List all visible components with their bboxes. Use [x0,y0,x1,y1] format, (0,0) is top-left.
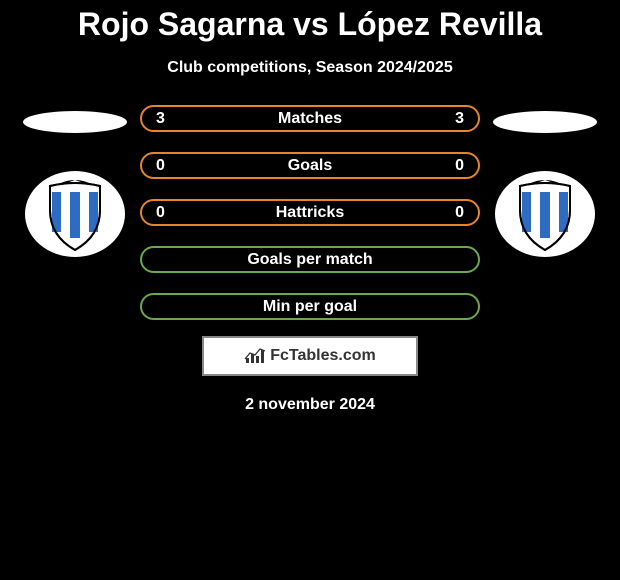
stat-row: Goals per match [140,246,480,273]
stat-left-value: 0 [156,157,165,175]
club-logo-right [495,171,595,257]
player-right-column [480,105,610,257]
date-text: 2 november 2024 [0,396,620,414]
player-left-column [10,105,140,257]
content-row: 3 Matches 3 0 Goals 0 0 Hattricks 0 Goals per mat… [0,105,620,320]
page-subtitle: Club competitions, Season 2024/2025 [0,59,620,77]
stat-right-value: 0 [455,204,464,222]
stat-row: 0 Goals 0 [140,152,480,179]
stat-label: Matches [278,110,342,128]
club-logo-left [25,171,125,257]
stat-label: Hattricks [276,204,344,222]
stat-row: Min per goal [140,293,480,320]
comparison-widget: Rojo Sagarna vs López Revilla Club compe… [0,0,620,414]
stat-row: 0 Hattricks 0 [140,199,480,226]
stat-right-value: 3 [455,110,464,128]
stat-label: Goals [288,157,332,175]
shield-icon [512,176,578,252]
page-title: Rojo Sagarna vs López Revilla [0,6,620,43]
stat-left-value: 3 [156,110,165,128]
chart-icon [244,347,266,365]
stat-label: Min per goal [263,298,357,316]
stat-left-value: 0 [156,204,165,222]
player-left-ellipse [23,111,127,133]
stat-label: Goals per match [247,251,372,269]
shield-icon [42,176,108,252]
stat-row: 3 Matches 3 [140,105,480,132]
brand-box[interactable]: FcTables.com [202,336,418,376]
brand-text: FcTables.com [270,347,376,365]
stat-right-value: 0 [455,157,464,175]
stats-column: 3 Matches 3 0 Goals 0 0 Hattricks 0 Goals per mat… [140,105,480,320]
player-right-ellipse [493,111,597,133]
